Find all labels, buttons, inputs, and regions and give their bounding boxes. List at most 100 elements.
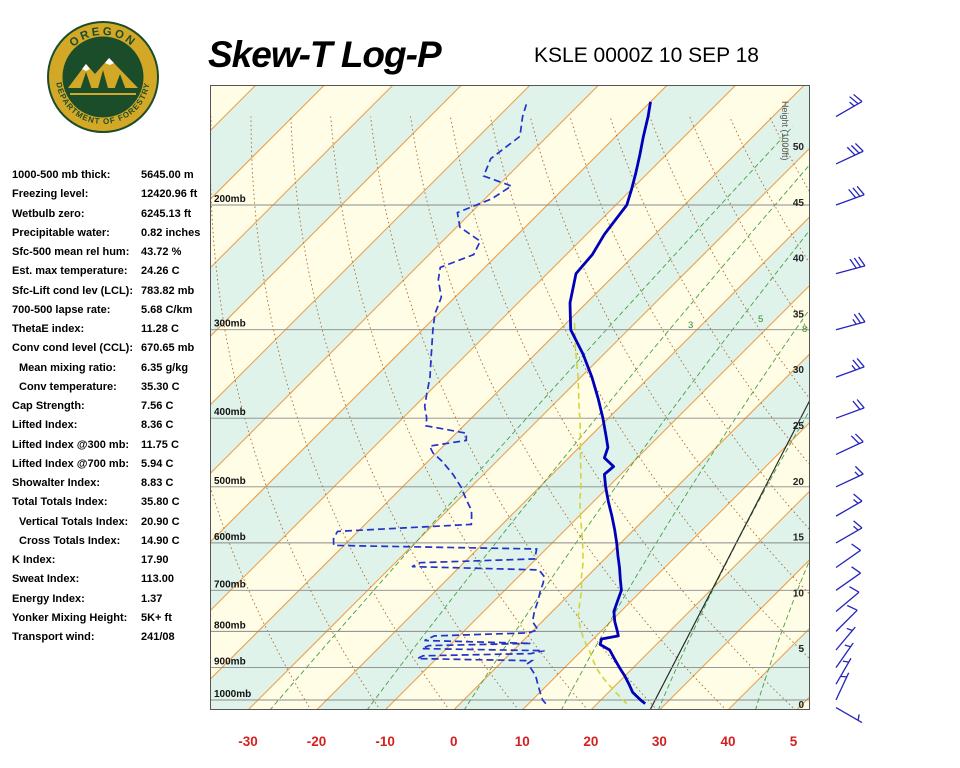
index-value: 17.90 (141, 554, 169, 566)
wind-barb (835, 256, 866, 275)
index-label: Vertical Totals Index: (19, 515, 129, 528)
wind-barb (835, 358, 865, 378)
temp-axis-label: -10 (375, 734, 395, 749)
wind-barb (835, 520, 863, 544)
temp-axis-label: 0 (449, 734, 458, 749)
wind-barb (835, 543, 861, 569)
index-row: Cross Totals Index: 14.90 C (12, 532, 212, 551)
wind-barb (835, 657, 852, 685)
height-label: 50 (793, 142, 805, 153)
pressure-label: 500mb (214, 476, 246, 487)
index-value: 5.94 C (141, 457, 174, 470)
moist-adiabat-label: 3 (688, 320, 693, 331)
index-value: 12420.96 ft (141, 188, 198, 201)
height-label: 35 (793, 309, 805, 320)
pressure-label: 600mb (214, 532, 246, 543)
pressure-grid: 200mb 300mb 400mb 500mb 600mb 700mb 800mb 900mb… (210, 194, 810, 701)
height-label: 45 (793, 198, 805, 209)
temperature-trace (568, 101, 652, 705)
index-row: Precipitable water: 0.82 inches (12, 224, 212, 243)
index-value: 5K+ ft (141, 611, 172, 624)
temp-axis-label: 30 (651, 734, 667, 749)
index-value: 783.82 mb (141, 284, 195, 297)
dewpoint-trace (332, 101, 547, 705)
temp-axis-label: 20 (583, 734, 599, 749)
index-value: 113.00 (141, 573, 175, 586)
index-label: 700-500 lapse rate: (12, 303, 111, 316)
temp-axis-label: -30 (238, 734, 258, 749)
wind-barb (835, 566, 861, 591)
index-row: 700-500 lapse rate: 5.68 C/km (12, 301, 212, 320)
index-row: Lifted Index @700 mb: 5.94 C (12, 455, 212, 474)
index-label: Precipitable water: (12, 226, 110, 239)
height-label: 40 (793, 254, 805, 265)
index-value: 8.83 C (141, 477, 174, 489)
index-value: 670.65 mb (141, 342, 195, 355)
index-value: 11.75 C (141, 438, 179, 451)
moist-adiabat-label: 5 (758, 314, 763, 325)
index-row: Sfc-Lift cond lev (LCL): 783.82 mb (12, 282, 212, 301)
height-label: 10 (793, 588, 805, 599)
index-value: 7.56 C (141, 400, 174, 412)
index-row: Transport wind: 241/08 (12, 628, 212, 647)
wind-barb (835, 493, 863, 517)
index-value: 11.28 C (141, 323, 179, 335)
page-title: Skew-T Log-P (208, 34, 442, 75)
station-datetime: KSLE 0000Z 10 SEP 18 (534, 44, 759, 67)
temp-axis: -30 -20 -10 0 10 20 30 40 5 (0, 734, 960, 756)
index-row: Est. max temperature: 24.26 C (12, 262, 212, 281)
index-value: 5645.00 m (141, 169, 194, 181)
wind-barb (835, 399, 865, 419)
wind-barb (835, 93, 863, 118)
index-value: 1.37 (141, 592, 163, 605)
wind-barb (835, 465, 864, 488)
index-row: Conv cond level (CCL): 670.65 mb (12, 339, 212, 358)
index-value: 6245.13 ft (141, 207, 192, 220)
index-label: Freezing level: (12, 188, 89, 201)
index-label: Yonker Mixing Height: (12, 611, 128, 624)
indices-panel: 1000-500 mb thick: 5645.00 m Freezing leve… (12, 166, 212, 647)
index-label: Total Totals Index: (12, 496, 108, 509)
index-label: Energy Index: (12, 592, 85, 605)
index-row: Cap Strength: 7.56 C (12, 397, 212, 416)
index-row: Wetbulb zero: 6245.13 ft (12, 205, 212, 224)
index-label: Lifted Index @700 mb: (12, 457, 130, 470)
odf-logo: OREGON DEPARTMENT OF FORESTRY (47, 21, 159, 133)
wind-barb (835, 312, 866, 331)
index-label: Wetbulb zero: (12, 207, 85, 220)
parcel-trace (573, 319, 628, 705)
height-label: 30 (793, 365, 805, 376)
index-value: 35.30 C (141, 380, 180, 393)
index-label: Sfc-Lift cond lev (LCL): (12, 284, 133, 297)
wind-barb (835, 604, 858, 632)
index-row: 1000-500 mb thick: 5645.00 m (12, 166, 212, 185)
index-label: Transport wind: (12, 631, 95, 643)
wind-barb (835, 707, 863, 724)
wind-barb-column (812, 85, 960, 750)
index-value: 6.35 g/kg (141, 361, 189, 374)
index-row: Lifted Index @300 mb: 11.75 C (12, 436, 212, 455)
wind-barb (835, 185, 865, 206)
index-label: Cap Strength: (12, 400, 85, 412)
logo-art (47, 21, 159, 133)
index-row: Sfc-500 mean rel hum: 43.72 % (12, 243, 212, 262)
wind-barb (835, 626, 856, 651)
index-value: 24.26 C (141, 265, 180, 278)
index-label: Conv temperature: (19, 380, 117, 393)
moist-adiabats (269, 126, 810, 710)
index-label: Est. max temperature: (12, 265, 128, 278)
wind-barbs-svg (835, 93, 866, 724)
index-label: Cross Totals Index: (19, 534, 121, 547)
pressure-label: 400mb (214, 407, 246, 418)
index-row: Vertical Totals Index: 20.90 C (12, 513, 212, 532)
index-row: Freezing level: 12420.96 ft (12, 185, 212, 204)
index-label: Sweat Index: (12, 573, 80, 586)
height-label: 5 (798, 644, 804, 655)
index-value: 14.90 C (141, 534, 180, 547)
wind-barb (835, 672, 850, 701)
index-row: Mean mixing ratio: 6.35 g/kg (12, 359, 212, 378)
index-label: ThetaE index: (12, 323, 85, 335)
index-value: 241/08 (141, 631, 175, 643)
index-label: K Index: (12, 554, 56, 566)
